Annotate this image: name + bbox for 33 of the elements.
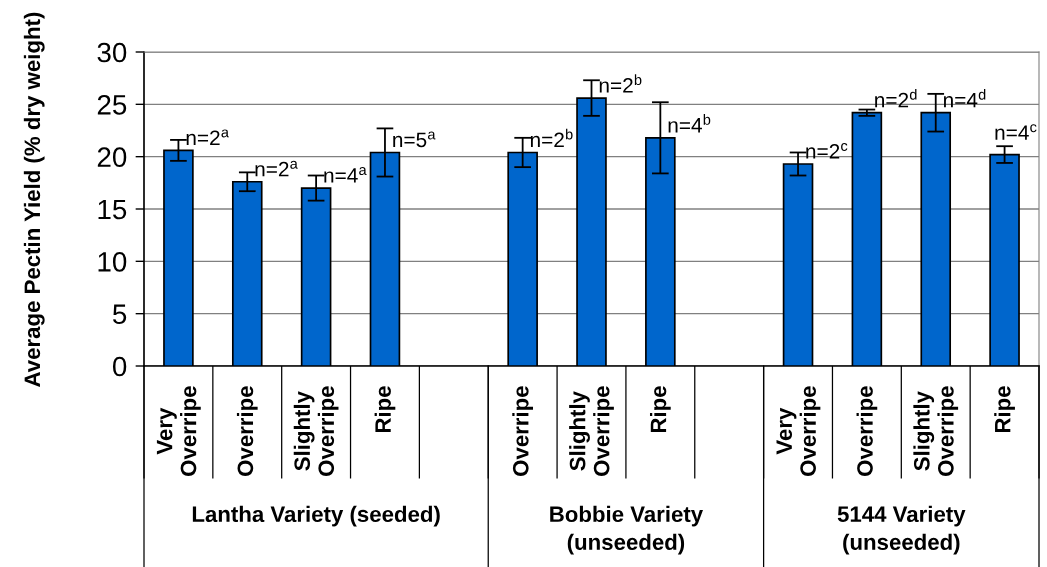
annotation: n=2$^{b}$ (599, 74, 642, 93)
x-tick-label: Overripe (236, 386, 258, 476)
annotation: n=4$^{d}$ (944, 89, 986, 108)
x-tick-label: Very Overripe (776, 386, 821, 476)
y-tick-label: 5 (113, 304, 127, 325)
annotation: n=2$^{a}$ (255, 160, 298, 177)
text: Bobbie Variety (unseeded) (550, 505, 703, 555)
annotation: n=2$^{b}$ (530, 128, 573, 148)
x-tick-label: Overripe (512, 386, 534, 476)
y-tick-label: 20 (97, 147, 127, 168)
y-tick-label: 30 (97, 42, 127, 63)
annotation: n=2$^{c}$ (806, 143, 848, 159)
text: 5144 Variety (unseeded) (837, 505, 966, 555)
annotation: n=4$^{a}$ (324, 167, 367, 183)
text: Lantha Variety (seeded) (192, 505, 440, 527)
x-tick-label: Ripe (374, 386, 396, 433)
x-tick-label: Slightly Overripe (913, 386, 959, 476)
y-tick-label: 15 (98, 199, 127, 220)
annotation: n=4$^{c}$ (995, 124, 1037, 140)
y-tick-label: 10 (98, 252, 127, 272)
annotation: n=2$^{a}$ (186, 129, 229, 145)
x-tick-label: Slightly Overripe (293, 386, 339, 476)
y-tick-label: 25 (97, 95, 127, 115)
y-tick-label: 0 (112, 356, 127, 377)
x-tick-label: Overripe (856, 386, 878, 476)
x-tick-label: Very Overripe (156, 386, 201, 476)
x-tick-label: Slightly Overripe (569, 386, 614, 476)
annotation: n=5$^{a}$ (393, 131, 436, 148)
annotation: n=2$^{d}$ (875, 89, 917, 108)
x-tick-label: Ripe (649, 386, 671, 433)
y-axis-title: Average Pectin Yield (% dry weight) (23, 12, 45, 387)
annotation: n=4$^{b}$ (668, 114, 711, 133)
x-tick-label: Ripe (994, 386, 1015, 433)
